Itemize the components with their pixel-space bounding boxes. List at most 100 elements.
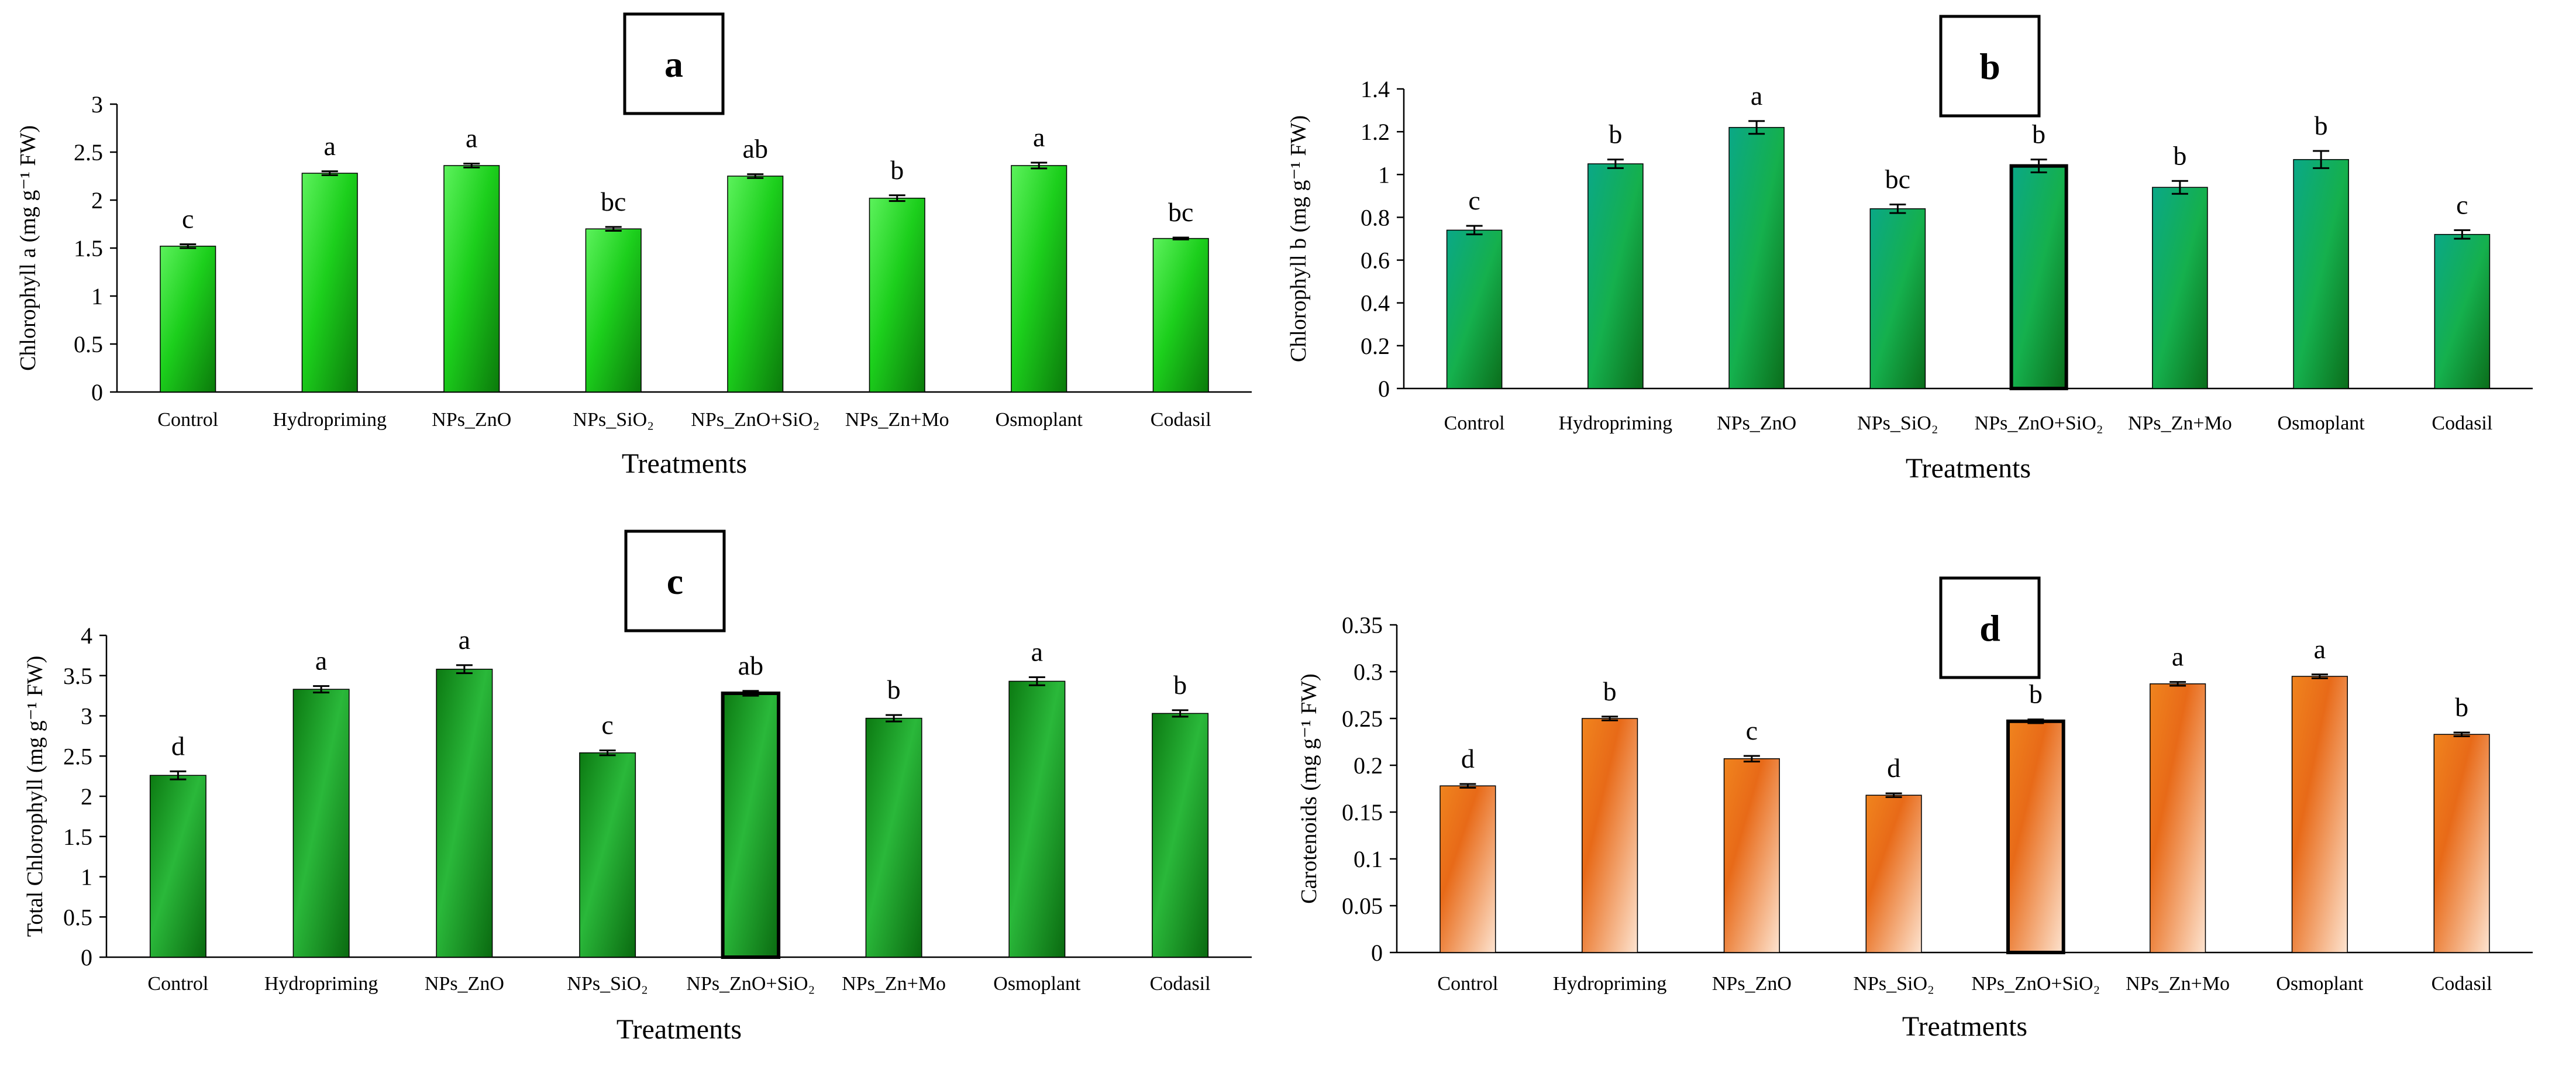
x-tick-label: NPs_Zn+Mo: [845, 409, 949, 431]
significance-letter: bc: [1168, 197, 1193, 227]
error-bar: [321, 170, 338, 176]
significance-letter: b: [2455, 692, 2468, 722]
x-tick-label: NPs_Zn+Mo: [2126, 973, 2230, 995]
bar: [727, 176, 784, 393]
x-tick-label: Hydropriming: [273, 409, 387, 431]
error-bar: [2453, 731, 2470, 737]
y-tick-label: 1: [1378, 161, 1390, 188]
error-bar: [1743, 755, 1760, 763]
bar: [865, 717, 922, 958]
chart-panel-c: c 0 0.5 1 1.5 2 2.5 3 3.5 4 Total Chlorophyll (mg …: [23, 529, 1252, 1045]
error-bar: [888, 194, 905, 202]
x-tick-label: NPs_SiO₂: [1857, 412, 1938, 434]
y-tick-label: 0.8: [1361, 204, 1390, 231]
significance-letter: a: [466, 123, 477, 153]
x-tick-label: Control: [147, 973, 208, 995]
x-tick-label: Osmoplant: [993, 973, 1081, 995]
y-axis-label: Total Chlorophyll (mg g⁻¹ FW): [23, 656, 47, 937]
error-bar: [1602, 716, 1618, 721]
significance-letter: a: [2314, 634, 2326, 664]
bar: [443, 165, 500, 393]
y-tick-label: 1.2: [1361, 119, 1390, 145]
x-axis-title: Treatments: [1902, 1011, 2027, 1042]
y-tick-label: 4: [81, 623, 92, 649]
significance-letter: a: [459, 625, 470, 655]
error-bar: [170, 770, 187, 780]
y-axis-label: Chlorophyll b (mg g⁻¹ FW): [1286, 115, 1311, 362]
significance-letter: a: [1031, 637, 1043, 667]
bar: [1587, 163, 1644, 389]
significance-letter: ab: [743, 134, 768, 164]
y-tick-label: 0.15: [1342, 799, 1383, 826]
x-tick-label: Control: [1437, 973, 1498, 995]
bar: [1152, 713, 1209, 958]
y-tick-label: 0: [1371, 940, 1383, 966]
x-tick-label: Codasil: [2432, 412, 2492, 434]
error-bar: [1172, 236, 1189, 240]
bar: [1439, 785, 1496, 953]
significance-letter: c: [601, 710, 613, 740]
y-tick-label: 0.1: [1354, 846, 1383, 872]
significance-letter: b: [2315, 111, 2328, 140]
x-tick-label: NPs_SiO₂: [1853, 973, 1934, 995]
bar: [1869, 208, 1926, 389]
y-tick-label: 1.5: [63, 824, 92, 850]
significance-letter: bc: [1885, 164, 1910, 194]
bar: [1008, 680, 1066, 958]
error-bar: [2454, 229, 2471, 240]
bar: [160, 245, 216, 393]
bar: [2006, 719, 2065, 955]
x-tick-label: Codasil: [1150, 973, 1211, 995]
x-tick-label: NPs_SiO₂: [573, 409, 654, 431]
bar: [2434, 233, 2491, 389]
error-bar: [747, 173, 764, 179]
significance-letter: a: [1751, 81, 1762, 111]
x-tick-label: NPs_ZnO: [425, 973, 504, 995]
significance-letter: d: [171, 731, 185, 761]
error-bar: [1172, 709, 1189, 718]
bar: [2433, 734, 2490, 953]
x-tick-label: NPs_ZnO: [1712, 973, 1792, 995]
error-bar: [2030, 159, 2047, 174]
bar: [869, 197, 925, 393]
error-bar: [1466, 225, 1483, 236]
x-tick-label: NPs_Zn+Mo: [842, 973, 946, 995]
y-tick-label: 1.5: [74, 235, 103, 262]
y-tick-label: 1: [81, 864, 92, 890]
y-axis-label: Carotenoids (mg g⁻¹ FW): [1297, 673, 1321, 903]
bar: [1152, 238, 1209, 393]
bar: [1446, 229, 1503, 389]
x-tick-label: Osmoplant: [2278, 412, 2365, 434]
significance-letter: b: [1173, 670, 1187, 700]
panel-title-box: [623, 12, 725, 115]
x-axis-title: Treatments: [1906, 453, 2031, 484]
x-tick-label: NPs_ZnO: [1717, 412, 1796, 434]
x-axis-title: Treatments: [617, 1014, 742, 1045]
bar: [149, 775, 206, 958]
significance-letter: bc: [601, 187, 626, 216]
error-bar: [180, 243, 197, 249]
panel-title: b: [1979, 46, 2000, 87]
error-bar: [313, 685, 330, 694]
y-tick-label: 0.3: [1354, 659, 1383, 685]
significance-letter: a: [315, 646, 327, 676]
bar: [585, 228, 642, 393]
x-tick-label: Hydropriming: [264, 973, 378, 995]
panel-title-box: [1939, 15, 2041, 118]
significance-letter: c: [182, 204, 194, 233]
y-tick-label: 0.6: [1361, 247, 1390, 274]
bar: [1011, 165, 1067, 393]
error-bar: [463, 163, 480, 169]
significance-letter: c: [2456, 190, 2468, 219]
y-tick-label: 3: [81, 703, 92, 730]
bar: [1728, 127, 1785, 389]
panel-title: c: [667, 560, 683, 602]
error-bar: [1748, 120, 1765, 135]
significance-letter: c: [1746, 716, 1758, 745]
x-tick-label: Control: [1444, 412, 1505, 434]
panel-title: a: [664, 43, 683, 85]
error-bar: [599, 749, 616, 756]
error-bar: [1459, 783, 1476, 789]
bar: [301, 173, 358, 393]
